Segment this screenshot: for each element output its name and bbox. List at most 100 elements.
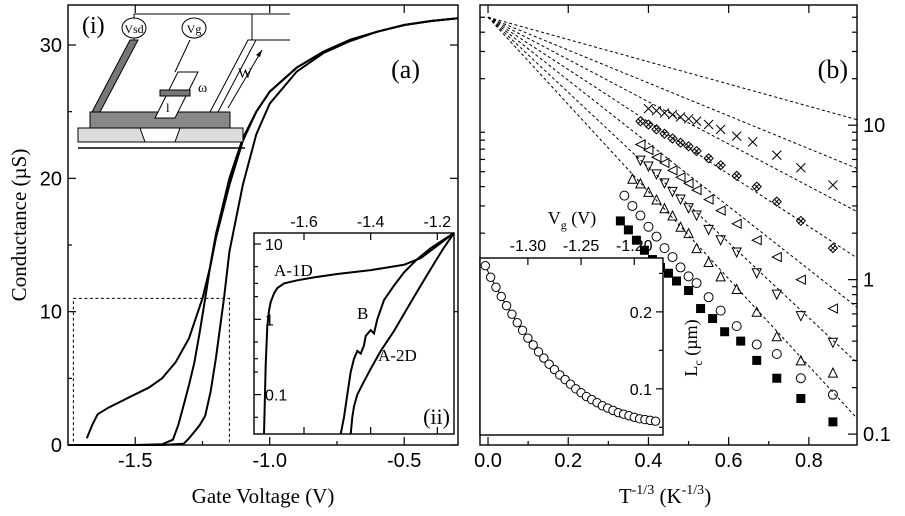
panel-b-point-circle [703, 292, 714, 303]
panel-b-fit-line [487, 16, 858, 419]
panel-ii-xtick-label: -1.2 [424, 214, 452, 231]
panel-b-point-tri-up [795, 354, 807, 366]
panel-b-point-tri-up [691, 242, 702, 254]
panel-b-point-diamond [827, 242, 839, 254]
panel-a-ytick-label: 20 [40, 168, 62, 190]
panel-b-point-tri-up [675, 221, 686, 232]
panel-a-zoom-box [72, 297, 230, 446]
panel-b-point-tri-left [634, 139, 646, 150]
panel-a-label: (a) [391, 55, 420, 84]
panel-ii-ytick-label: 10 [265, 237, 283, 254]
panel-b-point-diamond [731, 170, 742, 182]
panel-b-point-square [720, 327, 730, 337]
panel-b-point-tri-left [795, 274, 806, 285]
w-arrow [227, 49, 263, 109]
panel-ii-series-2 [339, 232, 455, 435]
panel-b-point-square [752, 355, 762, 365]
panel-b-point-diamond [703, 153, 714, 164]
panel-b-point-circle [691, 278, 702, 289]
schematic-label: (i) [82, 13, 105, 39]
panel-a-ytick-label: 10 [40, 302, 62, 324]
panel-b-frame [479, 4, 858, 446]
panel-b-point-tri-down [703, 224, 714, 236]
inset-b-xtick-label: -1.25 [563, 238, 600, 255]
panel-b-point-diamond [667, 133, 678, 144]
annotation-a-2d: A-2D [378, 346, 417, 365]
panel-b-point-tri-left [666, 165, 678, 176]
panel-b-point-tri-left [674, 171, 686, 183]
panel-b-point-square [708, 314, 718, 324]
panel-b-point-circle [627, 200, 638, 211]
omega-label: ω [198, 81, 207, 96]
panel-b-point-tri-down [683, 203, 694, 214]
inset-b-xtick-label: -1.30 [510, 238, 547, 255]
panel-b-point-circle [731, 321, 742, 332]
panel-b-point-diamond [691, 145, 702, 157]
panel-b-point-square [615, 216, 625, 226]
inset-b-point [539, 353, 549, 363]
panel-b-point-tri-left [771, 251, 782, 263]
panel-b-point-tri-down [715, 235, 726, 246]
panel-b-point-circle [827, 389, 838, 400]
inset-b-point [501, 301, 512, 311]
panel-b-point-tri-up [659, 202, 670, 214]
panel-b-point-tri-up [683, 227, 694, 239]
panel-b-point-tri-left [650, 151, 662, 163]
panel-b-point-tri-up [643, 186, 654, 197]
panel-b-point-cross [703, 119, 714, 130]
panel-b-point-diamond [683, 141, 694, 152]
panel-b-point-tri-down [643, 161, 654, 173]
l-label: l [166, 100, 170, 115]
panel-b: 0.0 0.2 0.4 0.6 0.8 0.1 1 10 (b) T-1/3 (K-1/3) [474, 4, 891, 508]
panel-b-point-square [639, 245, 649, 255]
w-label: W [238, 66, 253, 82]
inset-b-xtick-label: -1.20 [616, 238, 653, 255]
panel-a: -1.5 -1.0 -0.5 0 10 20 30 (a) Gate Voltage (V)… [7, 4, 459, 508]
panel-b-point-square [828, 417, 838, 427]
panel-b-point-circle [675, 262, 686, 273]
inset-b-point [480, 260, 491, 271]
panel-b-point-circle [651, 231, 662, 242]
panel-b-point-square [672, 276, 682, 286]
panel-b-point-circle [619, 190, 630, 201]
panel-b-point-tri-up [715, 270, 726, 282]
panel-b-point-diamond [675, 137, 686, 148]
inset-b-point [533, 347, 544, 357]
inset-b-point [512, 317, 522, 328]
panel-b-point-cross [715, 124, 726, 135]
panel-b-point-cross [683, 113, 694, 124]
inset-b-ytick-label: 0.1 [630, 382, 652, 399]
panel-b-point-tri-down [795, 311, 807, 322]
panel-ii-bg [254, 233, 454, 434]
panel-b-point-square [631, 235, 641, 245]
panel-b-point-cross [667, 109, 678, 120]
panel-b-fit-line [487, 16, 858, 308]
panel-b-point-tri-up [627, 173, 638, 184]
panel-b-point-circle [795, 373, 806, 384]
panel-b-label: (b) [818, 55, 848, 84]
panel-b-fit-line [487, 16, 858, 213]
panel-b-fit-line [487, 16, 858, 259]
panel-b-point-cross [771, 150, 782, 160]
panel-b-point-tri-down [771, 289, 783, 301]
panel-b-point-cross [675, 112, 686, 122]
panel-b-point-square [796, 394, 806, 404]
inset-b-ylabel: Lc (µm) [681, 319, 705, 376]
panel-b-point-tri-up [651, 193, 662, 205]
panel-b-point-tri-up [751, 306, 763, 317]
panel-b-point-tri-left [731, 218, 742, 230]
panel-b-fit-line [487, 16, 858, 364]
panel-b-point-diamond [715, 160, 726, 171]
panel-a-frame [67, 4, 459, 446]
inset-b-xlabel: Vg (V) [548, 208, 597, 232]
panel-b-fit-line [487, 16, 858, 169]
panel-b-point-square [736, 336, 746, 346]
panel-ii-label: (ii) [423, 404, 450, 429]
panel-b-point-tri-up [731, 283, 742, 294]
panel-b-point-diamond [771, 196, 782, 207]
inset-b-point [517, 325, 528, 336]
panel-b-point-circle [643, 221, 654, 232]
panel-b-point-tri-left [827, 303, 838, 314]
panel-b-xtick-label: 0.0 [474, 450, 502, 472]
panel-b-point-tri-up [667, 209, 678, 221]
